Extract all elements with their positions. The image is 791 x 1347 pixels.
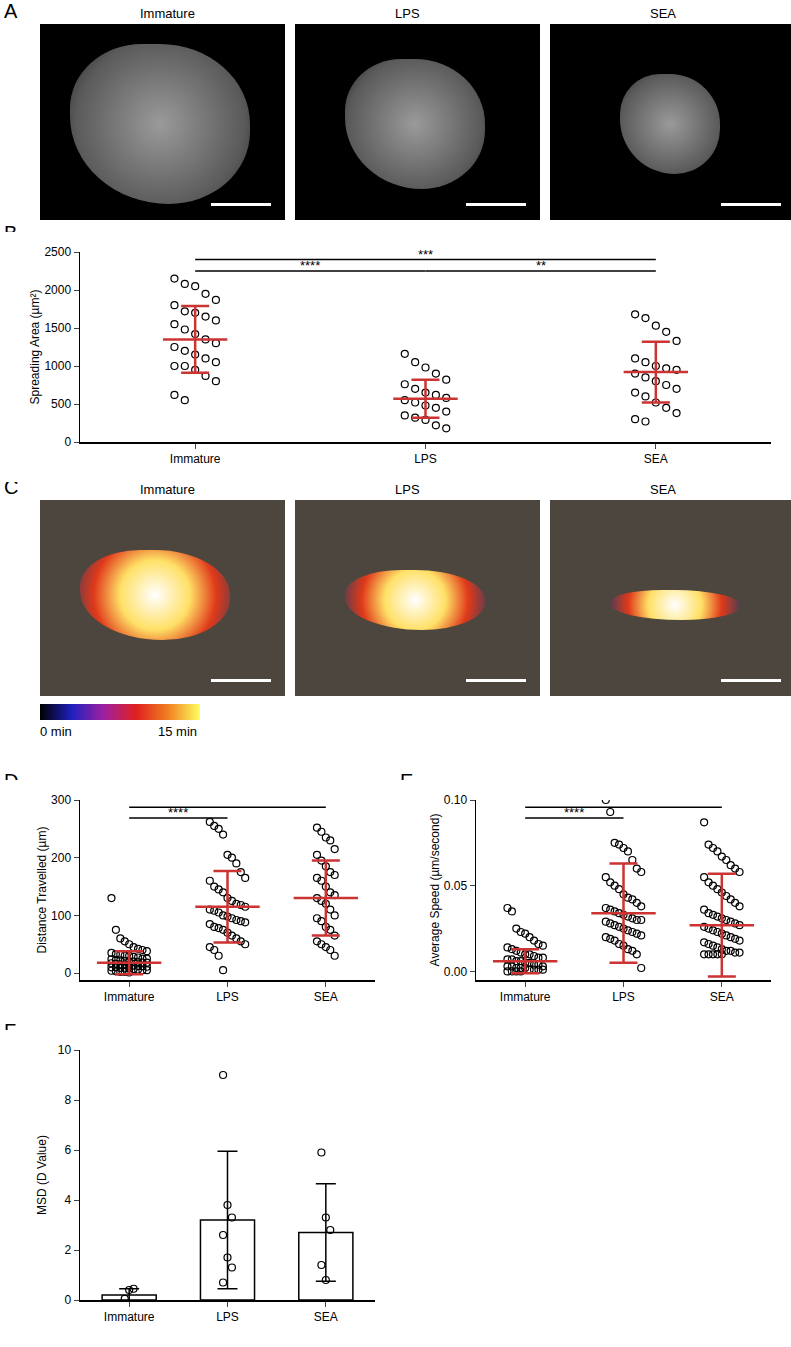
svg-text:0: 0	[64, 966, 71, 980]
svg-text:***: ***	[418, 247, 433, 262]
svg-text:SEA: SEA	[314, 1310, 338, 1324]
html-text:LPS: LPS	[395, 482, 420, 497]
svg-text:Immature: Immature	[170, 452, 221, 466]
svg-text:SEA: SEA	[710, 990, 734, 1004]
svg-text:LPS: LPS	[612, 990, 635, 1004]
svg-text:8: 8	[64, 1093, 71, 1107]
svg-text:SEA: SEA	[644, 452, 668, 466]
svg-text:200: 200	[51, 851, 71, 865]
svg-text:6: 6	[64, 1143, 71, 1157]
svg-text:LPS: LPS	[216, 990, 239, 1004]
svg-text:2500: 2500	[44, 245, 71, 259]
html-text:SEA: SEA	[650, 6, 676, 21]
html-text:0 min: 0 min	[40, 724, 72, 739]
html-text:SEA: SEA	[650, 482, 676, 497]
svg-text:0: 0	[64, 1293, 71, 1307]
svg-text:2: 2	[64, 1243, 71, 1257]
html-text:E: E	[400, 770, 414, 792]
svg-text:Immature: Immature	[500, 990, 551, 1004]
svg-text:500: 500	[51, 397, 71, 411]
svg-text:Spreading Area (µm²): Spreading Area (µm²)	[28, 290, 42, 405]
svg-text:0.10: 0.10	[444, 793, 468, 807]
svg-text:LPS: LPS	[216, 1310, 239, 1324]
html-text:D: D	[4, 770, 19, 792]
html-text:F: F	[4, 1020, 17, 1042]
svg-text:****: ****	[300, 258, 320, 273]
svg-text:0: 0	[64, 435, 71, 449]
svg-text:MSD (D Value): MSD (D Value)	[35, 1135, 49, 1215]
svg-text:Average Speed (µm/second): Average Speed (µm/second)	[428, 814, 442, 967]
html-text:B: B	[4, 222, 18, 244]
svg-text:100: 100	[51, 909, 71, 923]
svg-text:SEA: SEA	[314, 990, 338, 1004]
svg-text:1000: 1000	[44, 359, 71, 373]
html-text:LPS: LPS	[395, 6, 420, 21]
html-text:Immature: Immature	[140, 6, 195, 21]
svg-text:4: 4	[64, 1193, 71, 1207]
svg-text:300: 300	[51, 793, 71, 807]
svg-text:0.05: 0.05	[444, 879, 468, 893]
svg-text:Distance Travelled (µm): Distance Travelled (µm)	[35, 827, 49, 954]
svg-text:****: ****	[168, 805, 188, 820]
svg-text:0.00: 0.00	[444, 965, 468, 979]
svg-text:****: ****	[564, 805, 584, 820]
svg-text:Immature: Immature	[104, 990, 155, 1004]
html-text:C: C	[4, 476, 19, 498]
svg-text:2000: 2000	[44, 283, 71, 297]
svg-text:10: 10	[58, 1043, 72, 1057]
html-text:15 min: 15 min	[158, 724, 197, 739]
html-text:Immature: Immature	[140, 482, 195, 497]
svg-text:**: **	[536, 258, 546, 273]
svg-text:LPS: LPS	[414, 452, 437, 466]
svg-text:1500: 1500	[44, 321, 71, 335]
html-text:A: A	[4, 0, 18, 22]
svg-text:Immature: Immature	[104, 1310, 155, 1324]
